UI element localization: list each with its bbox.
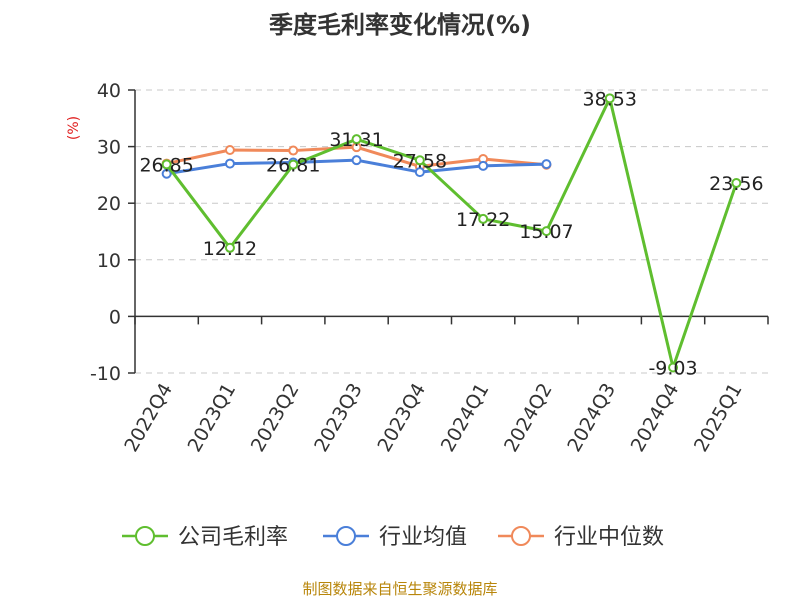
y-tick-label: 40 bbox=[97, 80, 121, 102]
data-point bbox=[161, 159, 172, 170]
legend-label: 行业中位数 bbox=[554, 525, 664, 550]
x-tick-label: 2023Q3 bbox=[310, 380, 367, 456]
data-point bbox=[351, 155, 362, 166]
data-label: 23.56 bbox=[709, 173, 763, 195]
data-point bbox=[288, 145, 299, 156]
axes bbox=[128, 89, 769, 374]
x-tick-label: 2024Q3 bbox=[563, 380, 620, 456]
y-unit-label: (%) bbox=[66, 116, 82, 140]
data-point bbox=[224, 242, 235, 253]
data-labels: 26.85 12.12 26.81 31.31 27.58 17.22 15.07 38.53… bbox=[139, 88, 763, 379]
data-point bbox=[541, 159, 552, 170]
data-label: 12.12 bbox=[203, 238, 257, 260]
data-point bbox=[478, 213, 489, 224]
legend-label: 公司毛利率 bbox=[178, 525, 288, 550]
data-point bbox=[224, 158, 235, 169]
data-point bbox=[224, 144, 235, 155]
legend-marker bbox=[135, 526, 155, 546]
data-point bbox=[351, 134, 362, 145]
x-tick-label: 2024Q4 bbox=[627, 380, 684, 456]
x-tick-label: 2024Q2 bbox=[500, 380, 557, 456]
data-point bbox=[414, 155, 425, 166]
data-label: 31.31 bbox=[329, 129, 383, 151]
data-label: -9.03 bbox=[648, 358, 697, 380]
data-label: 17.22 bbox=[456, 209, 510, 231]
y-tick-label: 20 bbox=[97, 193, 121, 215]
legend-marker bbox=[511, 526, 531, 546]
y-tick-label: 0 bbox=[109, 306, 121, 328]
data-point bbox=[414, 167, 425, 178]
data-label: 27.58 bbox=[393, 150, 447, 172]
data-point bbox=[604, 93, 615, 104]
x-tick-label: 2023Q4 bbox=[373, 380, 430, 456]
data-point bbox=[731, 178, 742, 189]
legend-marker bbox=[336, 526, 356, 546]
x-tick-label: 2024Q1 bbox=[437, 380, 494, 456]
data-point bbox=[161, 168, 172, 179]
series-line bbox=[165, 96, 738, 370]
data-label: 38.53 bbox=[583, 88, 637, 110]
x-tick-label: 2023Q2 bbox=[247, 380, 304, 456]
data-label: 15.07 bbox=[519, 221, 573, 243]
y-tick-label: 10 bbox=[97, 250, 121, 272]
data-point bbox=[668, 362, 679, 373]
y-tick-label: -10 bbox=[90, 363, 121, 385]
data-point bbox=[288, 159, 299, 170]
data-label: 26.81 bbox=[266, 155, 320, 177]
data-label: 26.85 bbox=[139, 154, 193, 176]
data-point bbox=[541, 226, 552, 237]
x-tick-label: 2025Q1 bbox=[690, 380, 747, 456]
legend-label: 行业均值 bbox=[379, 525, 467, 550]
gridlines bbox=[135, 89, 768, 374]
legend: 公司毛利率 行业均值 行业中位数 bbox=[122, 525, 664, 550]
y-tick-label: 30 bbox=[97, 137, 121, 159]
series-lines bbox=[161, 93, 742, 373]
chart-title: 季度毛利率变化情况(%) bbox=[269, 11, 531, 39]
y-tick-labels: 40 30 20 10 0 -10 bbox=[90, 80, 121, 385]
x-tick-label: 2022Q4 bbox=[120, 380, 177, 456]
x-tick-labels: 2022Q4 2023Q1 2023Q2 2023Q3 2023Q4 2024Q1 2024… bbox=[120, 380, 746, 456]
data-point bbox=[478, 160, 489, 171]
x-tick-label: 2023Q1 bbox=[184, 380, 241, 456]
source-note: 制图数据来自恒生聚源数据库 bbox=[302, 580, 497, 598]
